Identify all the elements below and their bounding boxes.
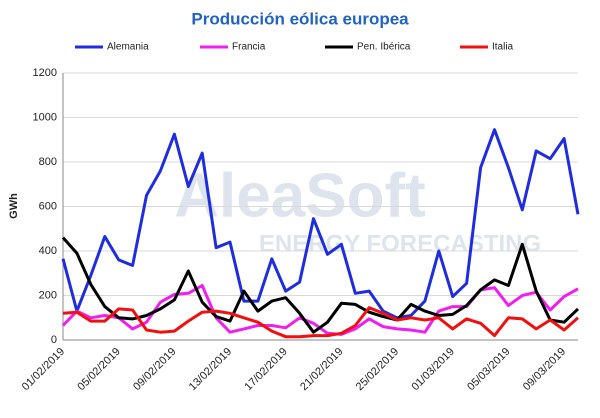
legend-label: Italia [492,42,514,53]
watermark: ENERGY FORECASTING [259,230,541,257]
x-tick-label: 05/02/2019 [75,346,122,393]
y-tick-label: 600 [39,200,57,212]
y-tick-label: 400 [39,245,57,257]
y-tick-label: 800 [39,156,57,168]
y-tick-label: 1000 [33,111,57,123]
y-tick-label: 0 [51,334,57,346]
x-tick-label: 01/02/2019 [20,346,67,393]
chart-title: Producción eólica europea [191,9,409,28]
y-tick-label: 1200 [33,67,57,79]
x-tick-label: 05/03/2019 [465,346,512,393]
series-line [61,128,580,320]
x-tick-label: 09/03/2019 [521,346,568,393]
y-tick-label: 200 [39,289,57,301]
y-axis-label: GWh [8,193,20,219]
legend-label: Pen. Ibérica [357,42,411,53]
x-tick-label: 13/02/2019 [187,346,234,393]
legend-label: Francia [232,42,266,53]
x-tick-label: 01/03/2019 [409,346,456,393]
x-tick-label: 17/02/2019 [242,346,289,393]
x-tick-label: 21/02/2019 [298,346,345,393]
series-line [62,306,579,339]
x-tick-label: 09/02/2019 [131,346,178,393]
x-tick-label: 25/02/2019 [354,346,401,393]
watermark: AleaSoft [174,161,425,230]
legend-label: Alemania [107,42,149,53]
series-line [61,236,580,334]
